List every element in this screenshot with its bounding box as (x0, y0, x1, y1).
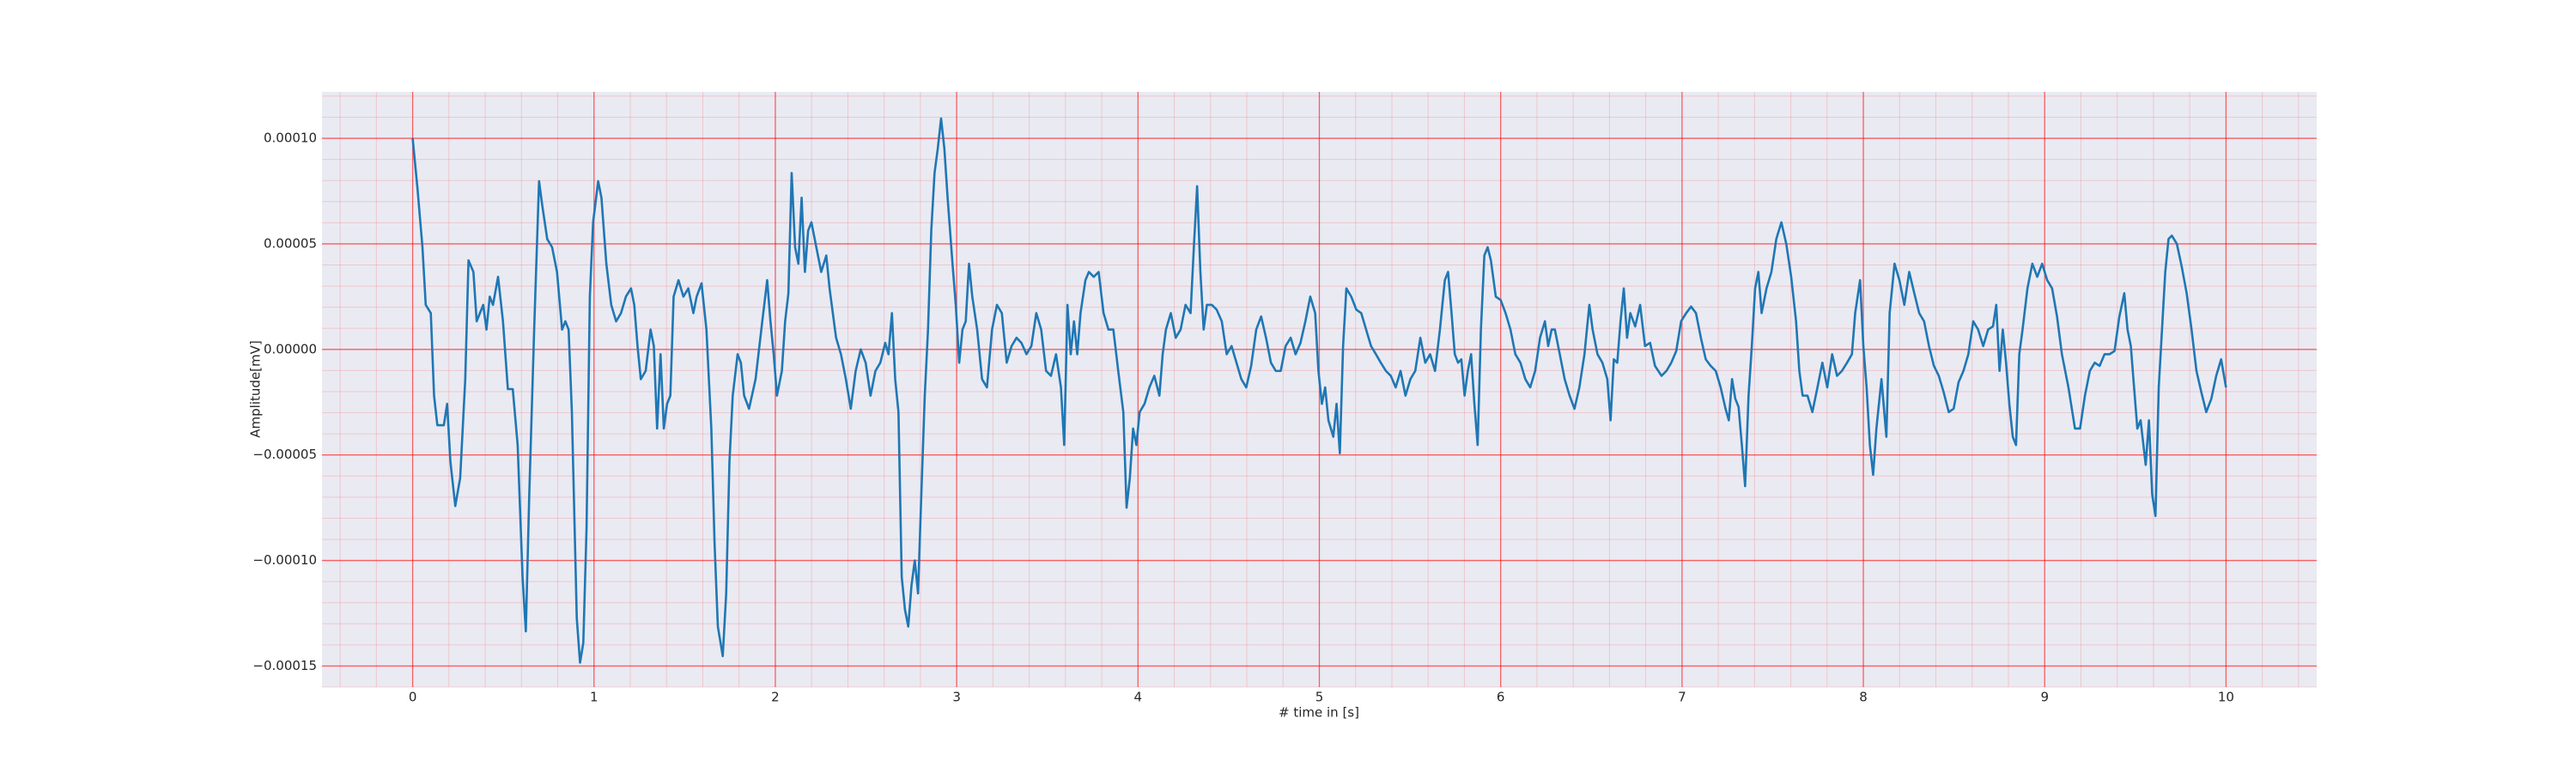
x-axis-label: # time in [s] (1279, 705, 1359, 721)
x-tick-label: 4 (1134, 690, 1143, 705)
x-tick-label: 0 (409, 690, 417, 705)
y-axis-label: Amplitude[mV] (248, 340, 264, 437)
x-tick-label: 9 (2040, 690, 2049, 705)
y-tick-label: 0.00000 (264, 341, 317, 356)
y-tick-label: 0.00005 (264, 235, 317, 251)
series (411, 117, 2227, 664)
y-tick-label: −0.00015 (252, 658, 317, 673)
x-tick-label: 10 (2218, 690, 2234, 705)
x-tick-label: 5 (1315, 690, 1324, 705)
y-tick-label: −0.00010 (252, 552, 317, 568)
x-tick-label: 2 (771, 690, 780, 705)
x-tick-label: 3 (952, 690, 961, 705)
signal-line (411, 117, 2227, 664)
x-tick-label: 1 (590, 690, 598, 705)
x-tick-label: 8 (1859, 690, 1868, 705)
tick-labels: 0 1 2 3 4 5 6 7 8 9 10 −0.00015 −0.00010 −0.00005 0.00… (252, 131, 2234, 705)
x-tick-label: 7 (1678, 690, 1686, 705)
y-tick-label: 0.00010 (264, 131, 317, 146)
x-tick-label: 6 (1497, 690, 1505, 705)
y-tick-label: −0.00005 (252, 447, 317, 462)
